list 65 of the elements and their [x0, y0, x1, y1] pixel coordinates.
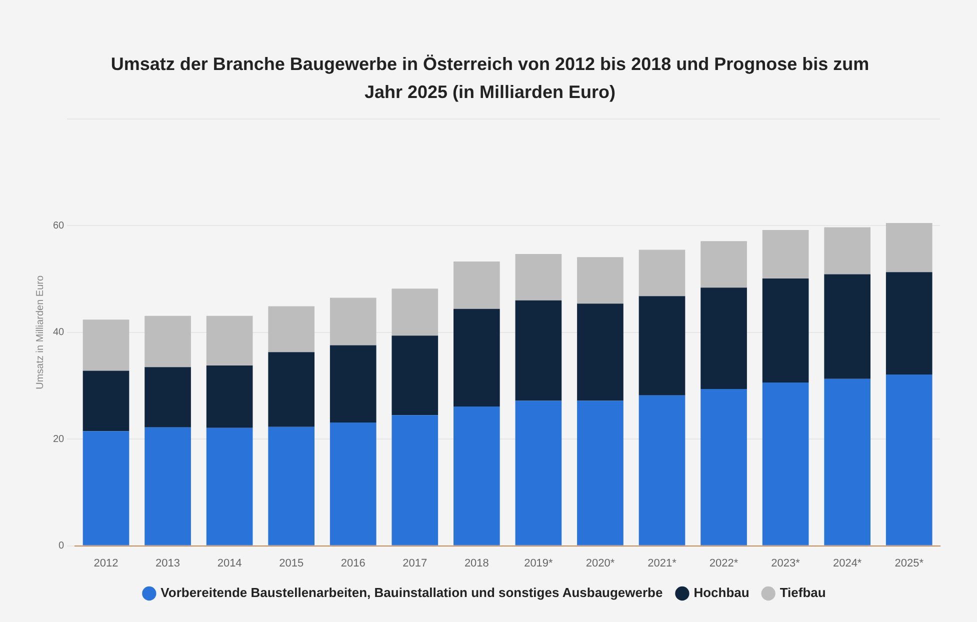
bar: [638, 296, 686, 396]
bar: [762, 382, 809, 546]
bar: [144, 427, 191, 546]
bar: [144, 316, 191, 368]
x-tick-label: 2015: [279, 557, 304, 570]
bar: [454, 406, 500, 546]
bar: [824, 274, 870, 379]
bar: [824, 378, 870, 546]
bar: [82, 431, 130, 546]
bar: [515, 400, 562, 546]
bar: [824, 227, 870, 274]
bar: [206, 428, 253, 546]
x-tick-label: 2023*: [771, 557, 801, 570]
bar: [268, 306, 315, 352]
x-tick-label: 2017: [402, 557, 428, 570]
bar: [268, 426, 315, 546]
bar: [82, 370, 130, 432]
x-tick-label: 2013: [156, 557, 180, 570]
bar: [638, 250, 686, 296]
y-tick-label: 0: [58, 540, 65, 552]
bar: [700, 241, 747, 288]
x-tick-label: 2019*: [524, 557, 554, 570]
bar: [144, 367, 191, 428]
x-tick-label: 2025*: [894, 557, 924, 570]
bar: [700, 388, 747, 546]
legend-label: Vorbereitende Baustellenarbeiten, Bauinstallation und sonstiges Ausbaugewerbe: [160, 585, 663, 600]
bar: [330, 298, 376, 346]
bar: [392, 288, 438, 336]
x-tick-label: 2012: [94, 557, 118, 570]
bar: [206, 316, 253, 366]
bar: [577, 257, 624, 304]
bar: [700, 288, 747, 389]
y-axis-title: Umsatz in Milliarden Euro: [34, 275, 46, 390]
bar: [638, 395, 686, 546]
legend-label: Hochbau: [694, 585, 750, 600]
x-tick-label: 2022*: [709, 557, 739, 570]
y-tick-label: 60: [53, 220, 65, 232]
x-tick-label: 2014: [217, 557, 242, 570]
bar: [762, 230, 809, 279]
bar: [886, 374, 932, 546]
bar: [577, 304, 624, 401]
bar: [82, 320, 130, 371]
legend-label: Tiefbau: [780, 585, 826, 600]
x-tick-label: 2018: [464, 557, 489, 570]
y-tick-label: 20: [53, 434, 65, 445]
bar: [454, 261, 500, 309]
bar: [886, 223, 932, 272]
x-tick-label: 2024*: [832, 557, 862, 570]
x-tick-label: 2021*: [648, 557, 678, 570]
x-tick-label: 2020*: [586, 557, 616, 570]
bar: [268, 352, 315, 427]
bar: [886, 272, 932, 375]
bar: [392, 336, 438, 416]
bar: [454, 308, 500, 407]
bar: [762, 278, 809, 383]
chart-title: Umsatz der Branche Baugewerbe in Österreich von 2012 bis 2018 und Prognose bis zum Jahr 2025 (in Milliarden Euro): [110, 53, 870, 104]
bar: [330, 345, 376, 423]
bar: [515, 254, 562, 300]
bar: [330, 422, 376, 546]
y-tick-label: 40: [53, 327, 65, 338]
x-tick-label: 2016: [340, 557, 366, 570]
bar: [515, 300, 562, 401]
bar: [206, 365, 253, 428]
bar: [577, 400, 624, 546]
bar: [392, 415, 438, 546]
